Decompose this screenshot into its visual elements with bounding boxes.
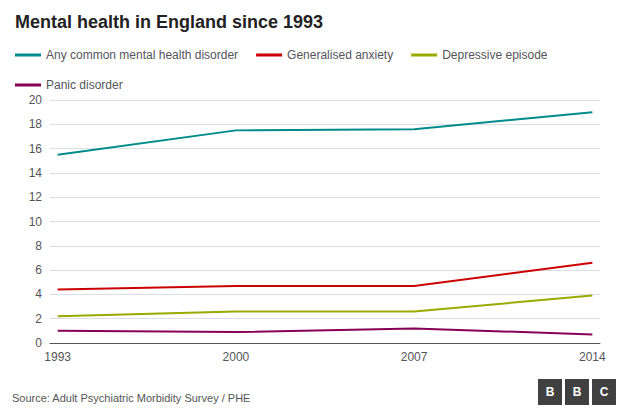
svg-text:Depressive episode: Depressive episode	[442, 48, 548, 62]
svg-text:10: 10	[29, 215, 43, 229]
svg-text:2014: 2014	[579, 350, 606, 364]
svg-text:C: C	[600, 385, 609, 399]
svg-text:16: 16	[29, 142, 43, 156]
svg-text:Source: Adult Psychiatric Morb: Source: Adult Psychiatric Morbidity Surv…	[12, 392, 250, 404]
svg-text:20: 20	[29, 93, 43, 107]
svg-text:2000: 2000	[223, 350, 250, 364]
svg-text:4: 4	[35, 287, 42, 301]
svg-text:2: 2	[35, 312, 42, 326]
svg-text:12: 12	[29, 190, 43, 204]
svg-text:Any common mental health disor: Any common mental health disorder	[46, 48, 238, 62]
svg-text:18: 18	[29, 117, 43, 131]
svg-text:Panic disorder: Panic disorder	[46, 78, 123, 92]
svg-text:B: B	[546, 385, 555, 399]
svg-text:Mental health in England since: Mental health in England since 1993	[15, 12, 323, 32]
svg-text:2007: 2007	[401, 350, 428, 364]
svg-text:14: 14	[29, 166, 43, 180]
svg-text:0: 0	[35, 336, 42, 350]
svg-text:1993: 1993	[44, 350, 71, 364]
svg-text:B: B	[573, 385, 582, 399]
svg-text:8: 8	[35, 239, 42, 253]
svg-text:6: 6	[35, 263, 42, 277]
svg-text:Generalised anxiety: Generalised anxiety	[287, 48, 393, 62]
